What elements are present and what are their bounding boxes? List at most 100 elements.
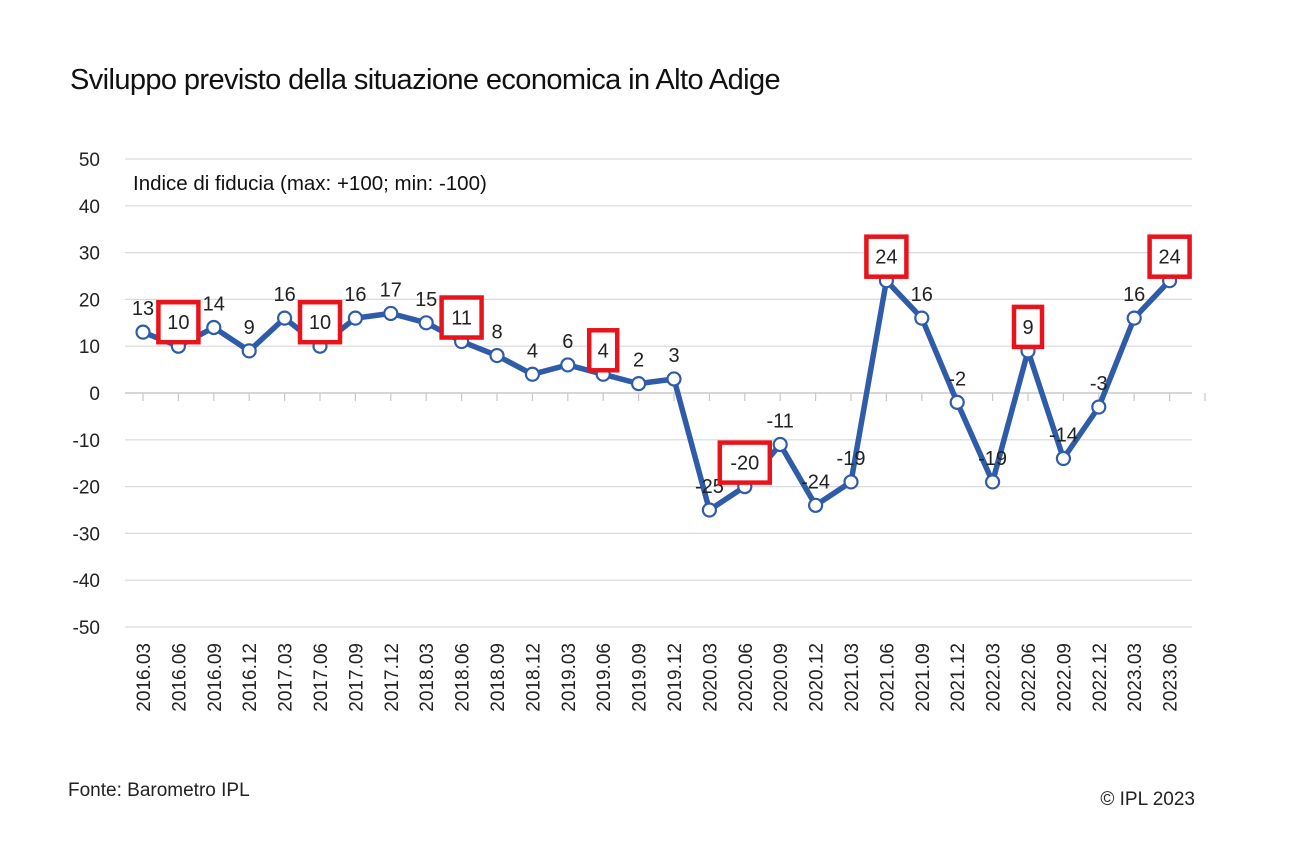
data-label: 9 xyxy=(1022,317,1033,339)
x-tick-label: 2019.06 xyxy=(594,643,615,712)
data-label: -3 xyxy=(1090,373,1108,395)
data-label: 15 xyxy=(415,289,437,311)
data-point xyxy=(277,310,293,326)
x-tick-label: 2022.06 xyxy=(1019,643,1040,712)
source-note: Fonte: Barometro IPL xyxy=(68,780,250,801)
data-point xyxy=(241,343,257,359)
y-axis-ticks: 50 40 30 20 10 0 -10 -20 -30 -40 -50 xyxy=(73,150,100,639)
highlight-box xyxy=(439,295,484,340)
data-label: -2 xyxy=(948,368,966,390)
x-tick-label: 2018.06 xyxy=(453,643,474,712)
data-label: 10 xyxy=(309,312,331,334)
copyright-note: © IPL 2023 xyxy=(1100,789,1195,810)
data-label: -25 xyxy=(695,476,724,498)
data-label: 2 xyxy=(633,350,644,372)
y-tick-label: 10 xyxy=(79,337,100,358)
data-point xyxy=(807,497,824,513)
data-label: -24 xyxy=(801,471,830,493)
data-label: 24 xyxy=(875,247,897,269)
data-label: 16 xyxy=(344,284,366,306)
x-tick-label: 2016.12 xyxy=(240,643,261,712)
data-label: -19 xyxy=(978,448,1007,470)
x-tick-label: 2022.09 xyxy=(1054,643,1075,712)
x-tick-label: 2017.12 xyxy=(382,643,403,712)
x-tick-label: 2016.06 xyxy=(169,643,190,712)
data-point xyxy=(984,474,1001,490)
y-tick-label: -50 xyxy=(73,618,100,639)
x-tick-label: 2020.06 xyxy=(736,643,757,712)
data-label: 3 xyxy=(668,345,679,367)
y-tick-label: 40 xyxy=(79,197,100,218)
data-label: 16 xyxy=(911,284,933,306)
data-label: 16 xyxy=(273,284,295,306)
y-tick-label: -10 xyxy=(73,431,100,452)
data-label: 16 xyxy=(1123,284,1145,306)
data-point xyxy=(772,436,788,453)
chart-title: Sviluppo previsto della situazione econo… xyxy=(70,64,781,96)
data-label: 4 xyxy=(598,340,609,362)
highlight-box xyxy=(864,234,909,279)
y-tick-label: -30 xyxy=(73,524,100,545)
highlight-box xyxy=(1147,234,1192,279)
data-label: 13 xyxy=(132,298,154,320)
x-tick-label: 2023.03 xyxy=(1125,643,1146,712)
data-label: 9 xyxy=(244,317,255,339)
x-axis-ticks: 2016.03 2016.06 2016.09 2016.12 2017.03 2017.… xyxy=(134,643,1182,712)
x-tick-label: 2016.09 xyxy=(205,643,226,712)
data-point xyxy=(843,474,859,490)
data-label: 10 xyxy=(167,312,189,334)
data-label: 17 xyxy=(380,279,402,301)
x-tick-label: 2019.09 xyxy=(630,643,651,712)
x-tick-label: 2023.06 xyxy=(1161,643,1182,712)
x-tick-label: 2021.09 xyxy=(913,643,934,712)
x-tick-label: 2022.03 xyxy=(984,643,1005,712)
gridlines xyxy=(125,158,1206,628)
data-label: 8 xyxy=(491,322,502,344)
data-point xyxy=(914,310,930,326)
highlight-box xyxy=(156,299,201,345)
x-tick-label: 2018.09 xyxy=(488,643,509,712)
x-tick-label: 2021.03 xyxy=(842,643,863,712)
chart-subtitle: Indice di fiducia (max: +100; min: -100) xyxy=(133,172,487,195)
data-point xyxy=(1126,310,1142,326)
data-label: 4 xyxy=(527,340,538,362)
data-point xyxy=(1055,450,1072,467)
data-label: -20 xyxy=(730,453,759,475)
y-tick-label: -20 xyxy=(73,478,100,499)
data-point xyxy=(666,371,682,387)
data-point xyxy=(206,319,222,336)
data-point xyxy=(701,502,718,518)
data-point xyxy=(383,305,399,322)
highlight-box xyxy=(1011,304,1045,350)
x-tick-label: 2017.03 xyxy=(276,643,297,712)
data-point xyxy=(347,310,363,326)
x-tick-label: 2020.12 xyxy=(807,643,828,712)
x-tick-label: 2018.12 xyxy=(523,643,544,712)
data-label: -11 xyxy=(766,410,793,432)
y-tick-label: 20 xyxy=(79,290,100,311)
x-tick-label: 2022.12 xyxy=(1090,643,1111,712)
data-point xyxy=(560,357,576,373)
x-tick-label: 2016.03 xyxy=(134,643,155,712)
data-points xyxy=(135,273,1178,518)
y-tick-label: 0 xyxy=(89,384,100,405)
highlight-box xyxy=(297,299,343,345)
x-tick-label: 2019.03 xyxy=(559,643,580,712)
data-point xyxy=(135,324,151,340)
y-tick-label: 30 xyxy=(79,244,100,265)
x-tick-label: 2020.09 xyxy=(771,643,792,712)
x-tick-label: 2021.06 xyxy=(877,643,898,712)
data-label: 14 xyxy=(203,293,225,315)
data-label: 24 xyxy=(1158,247,1180,269)
x-tick-label: 2018.03 xyxy=(417,643,438,712)
highlight-box xyxy=(717,440,773,485)
data-point xyxy=(418,315,434,331)
data-labels: 13 10 14 9 16 10 16 17 15 11 8 4 6 4 2 3 -25 -20 -11 -24 -19… xyxy=(132,234,1192,498)
x-tick-label: 2020.03 xyxy=(700,643,721,712)
x-tick-label: 2017.09 xyxy=(346,643,367,712)
data-point xyxy=(630,376,647,392)
y-tick-label: 50 xyxy=(79,150,100,171)
x-tick-label: 2021.12 xyxy=(948,643,969,712)
highlight-box xyxy=(586,328,620,373)
